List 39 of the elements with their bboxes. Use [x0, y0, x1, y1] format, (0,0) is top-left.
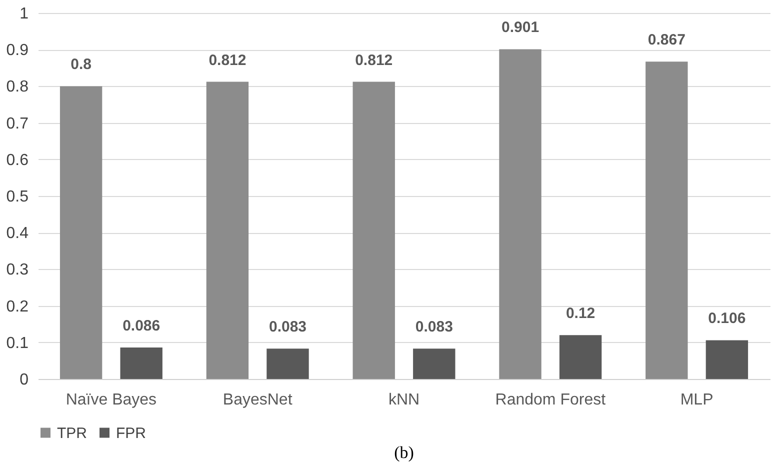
- data-label: 0.106: [708, 310, 746, 328]
- legend-label: FPR: [116, 424, 146, 442]
- x-tick-label: MLP: [680, 392, 714, 408]
- y-tick-label: 1: [20, 6, 29, 22]
- bar: [266, 348, 309, 379]
- bar: [120, 348, 162, 379]
- bar: [706, 340, 748, 379]
- bar: [646, 62, 688, 379]
- text: (b): [394, 443, 414, 462]
- data-label: 0.901: [501, 19, 540, 36]
- legend-label: TPR: [57, 424, 88, 442]
- y-tick-label: 0.3: [6, 262, 29, 279]
- y-tick-label: 0: [20, 372, 29, 388]
- y-tick-label: 0.7: [6, 115, 29, 132]
- bar: [559, 335, 602, 379]
- bar: [60, 86, 102, 379]
- y-tick-label: 0.8: [6, 78, 29, 96]
- bar: [499, 49, 542, 379]
- bar: [206, 82, 249, 379]
- data-label: 0.083: [415, 318, 453, 336]
- data-label: 0.812: [208, 52, 246, 69]
- data-label: 0.8: [70, 56, 92, 74]
- y-tick-label: 0.5: [6, 188, 29, 206]
- x-tick-label: Naïve Bayes: [66, 392, 157, 408]
- x-tick-label: kNN: [388, 392, 420, 408]
- bar: [413, 348, 456, 379]
- data-label: 0.083: [268, 318, 307, 336]
- data-label: 0.086: [122, 318, 160, 335]
- x-tick-label: Random Forest: [495, 392, 606, 408]
- y-tick-label: 0.6: [6, 152, 29, 169]
- y-tick-label: 0.4: [6, 225, 29, 242]
- y-tick-label: 0.1: [6, 334, 29, 352]
- x-tick-label: BayesNet: [222, 392, 293, 408]
- bar: [352, 82, 395, 379]
- y-tick-label: 0.2: [6, 298, 29, 316]
- data-label: 0.867: [648, 32, 686, 49]
- y-tick-label: 0.9: [6, 42, 29, 60]
- data-label: 0.812: [355, 52, 393, 69]
- data-label: 0.12: [566, 305, 596, 322]
